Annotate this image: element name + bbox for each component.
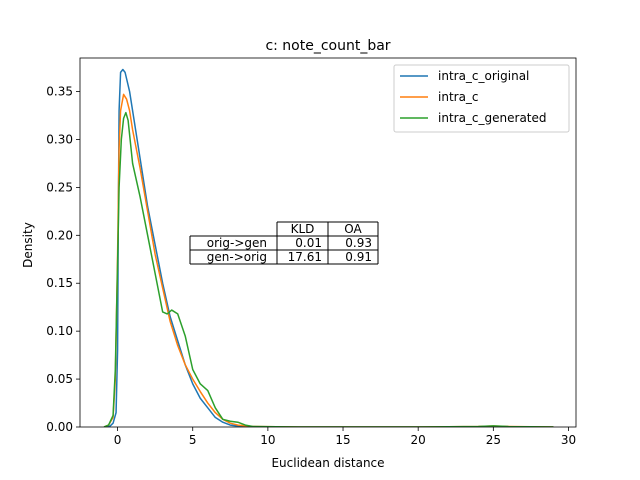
stats-table: KLD OA orig->gen 0.01 0.93 gen->orig 17.61 0.91 [189, 221, 379, 265]
x-tick-label: 0 [114, 433, 122, 447]
table-cell: 17.61 [288, 250, 322, 264]
x-tick-label: 20 [411, 433, 426, 447]
table-cell: 0.91 [345, 250, 372, 264]
y-tick-label: 0.05 [46, 372, 73, 386]
legend-label: intra_c_generated [438, 111, 547, 125]
y-tick-label: 0.35 [46, 85, 73, 99]
y-tick-label: 0.20 [46, 228, 73, 242]
x-axis-label: Euclidean distance [271, 456, 384, 470]
x-tick-label: 10 [260, 433, 275, 447]
table-row-label: orig->gen [207, 236, 267, 250]
table-col-header: KLD [291, 222, 315, 236]
legend-label: intra_c_original [438, 69, 529, 83]
table-col-header: OA [344, 222, 362, 236]
y-axis: 0.00 0.05 0.10 0.15 0.20 0.25 0.30 0.35 [46, 85, 80, 434]
y-tick-label: 0.10 [46, 324, 73, 338]
x-tick-label: 30 [561, 433, 576, 447]
y-tick-label: 0.30 [46, 132, 73, 146]
legend: intra_c_original intra_c intra_c_generated [393, 64, 570, 133]
legend-label: intra_c [438, 90, 479, 104]
x-tick-label: 15 [335, 433, 350, 447]
plot-area [79, 57, 577, 428]
y-axis-label: Density [21, 222, 35, 268]
chart-title: c: note_count_bar [265, 38, 390, 54]
table-cell: 0.93 [345, 236, 372, 250]
x-tick-label: 5 [189, 433, 197, 447]
y-tick-label: 0.00 [46, 420, 73, 434]
y-tick-label: 0.15 [46, 276, 73, 290]
x-axis: 0 5 10 15 20 25 30 [114, 427, 576, 447]
plot-frame [79, 57, 577, 428]
x-tick-label: 25 [486, 433, 501, 447]
table-cell: 0.01 [295, 236, 322, 250]
table-row-label: gen->orig [207, 250, 267, 264]
y-tick-label: 0.25 [46, 180, 73, 194]
legend-box [393, 64, 570, 133]
